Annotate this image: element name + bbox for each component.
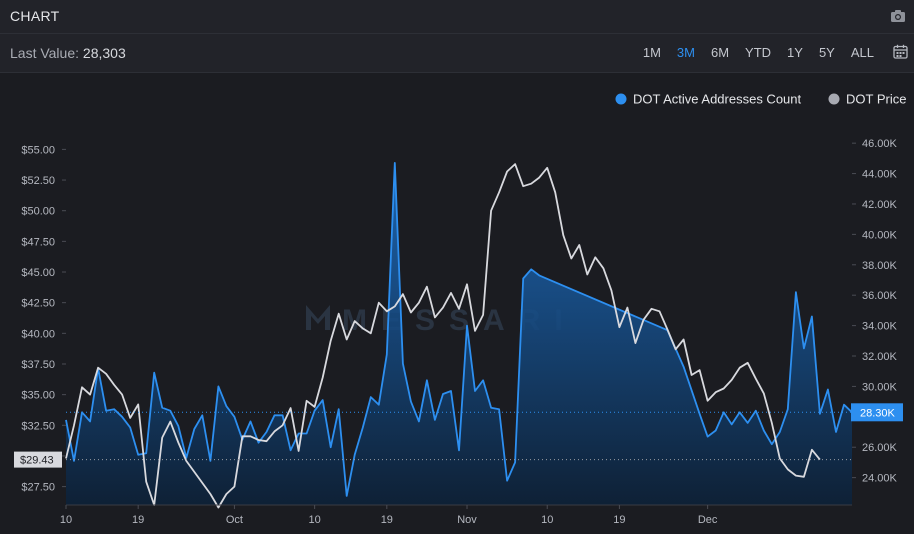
x-tick-label: 19: [381, 514, 393, 526]
last-value: Last Value: 28,303: [10, 45, 126, 61]
address-area-fill: [66, 162, 852, 505]
last-value-number: 28,303: [82, 45, 126, 61]
y-right-tick-label: 26.00K: [862, 442, 898, 454]
y-right-tick-label: 34.00K: [862, 321, 898, 333]
legend-address-label[interactable]: DOT Active Addresses Count: [633, 92, 802, 107]
y-left-tick-label: $40.00: [21, 328, 55, 340]
x-tick-label: 19: [132, 514, 144, 526]
x-tick-label: 10: [60, 514, 72, 526]
messari-logo-icon: [306, 305, 330, 330]
x-tick-label: 10: [541, 514, 553, 526]
range-3m-button[interactable]: 3M: [676, 45, 695, 60]
y-right-tick-label: 32.00K: [862, 351, 898, 363]
y-right-tick-label: 46.00K: [862, 138, 898, 150]
y-left-tick-label: $47.50: [21, 236, 55, 248]
chart-legend: DOT Active Addresses Count DOT Price: [615, 92, 906, 107]
price-current-badge: [14, 451, 62, 468]
calendar-icon[interactable]: [893, 44, 908, 59]
y-left-tick-label: $52.50: [21, 175, 55, 187]
legend-price-label[interactable]: DOT Price: [846, 92, 906, 107]
y-right-tick-label: 24.00K: [862, 473, 898, 485]
range-6m-button[interactable]: 6M: [710, 45, 730, 60]
range-selector: 1M 3M 6M YTD 1Y 5Y ALL: [627, 45, 874, 60]
x-tick-label: Dec: [698, 514, 718, 526]
chart-title: CHART: [10, 8, 60, 24]
current-value-badges: $29.43 28.30K: [14, 403, 903, 468]
y-right-tick-label: 40.00K: [862, 229, 898, 241]
y-left-tick-label: $32.50: [21, 420, 55, 432]
y-left-tick-label: $50.00: [21, 206, 55, 218]
y-left-tick-label: $55.00: [21, 144, 55, 156]
address-current-label: 28.30K: [860, 407, 896, 419]
range-all-button[interactable]: ALL: [850, 45, 874, 60]
y-left-tick-label: $42.50: [21, 298, 55, 310]
x-tick-label: Nov: [457, 514, 477, 526]
price-series-line: [65, 163, 821, 509]
address-current-badge: [851, 403, 903, 422]
legend-address-marker: [615, 93, 627, 105]
x-tick-label: 10: [309, 514, 321, 526]
address-series-line: [65, 162, 853, 497]
range-ytd-button[interactable]: YTD: [745, 45, 772, 60]
camera-icon[interactable]: [890, 9, 906, 23]
y-left-tick-label: $35.00: [21, 390, 55, 402]
legend-price-marker: [828, 93, 840, 105]
chart-area: DOT Active Addresses Count DOT Price MES…: [14, 92, 906, 526]
y-right-tick-label: 36.00K: [862, 290, 898, 302]
plot-series: [65, 162, 853, 509]
y-left-tick-label: $27.50: [21, 482, 55, 494]
y-right-tick-label: 30.00K: [862, 381, 898, 393]
last-value-label: Last Value:: [10, 45, 80, 61]
y-right-tick-label: 44.00K: [862, 169, 898, 181]
x-tick-label: Oct: [226, 514, 243, 526]
y-left-tick-label: $45.00: [21, 267, 55, 279]
y-left-tick-label: $37.50: [21, 359, 55, 371]
range-1y-button[interactable]: 1Y: [787, 45, 803, 60]
y-right-tick-label: 42.00K: [862, 199, 898, 211]
price-current-label: $29.43: [20, 455, 54, 467]
range-5y-button[interactable]: 5Y: [818, 45, 835, 60]
toolbar: Last Value: 28,303 1M 3M 6M YTD 1Y 5Y AL…: [0, 34, 914, 73]
y-right-tick-label: 38.00K: [862, 260, 898, 272]
chart-header: CHART: [0, 0, 914, 34]
x-tick-label: 19: [613, 514, 625, 526]
range-1m-button[interactable]: 1M: [642, 45, 661, 60]
chart-axes: $27.50$30.00$32.50$35.00$37.50$40.00$42.…: [21, 138, 897, 526]
